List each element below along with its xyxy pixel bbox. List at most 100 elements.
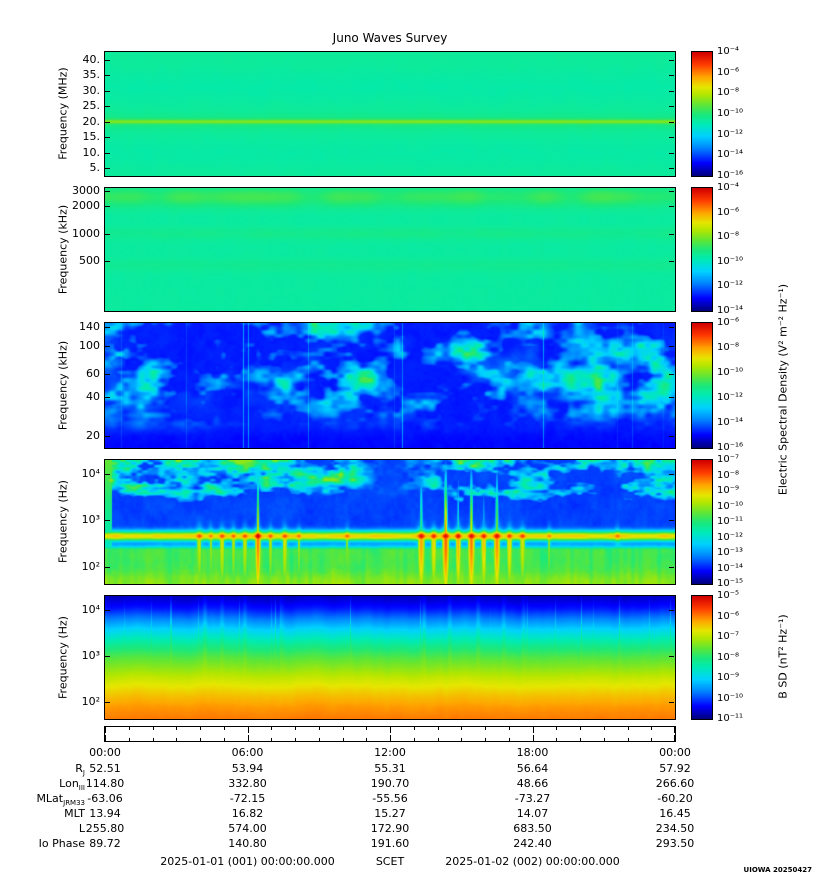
tick-mark xyxy=(152,738,154,741)
colorbar-tick-label: 10⁻¹¹ xyxy=(717,713,744,724)
ephemeris-value: 190.70 xyxy=(370,777,410,790)
tick-mark xyxy=(105,326,110,328)
ephemeris-value: 48.66 xyxy=(516,777,549,790)
colorbar-tick-label: 10⁻⁷ xyxy=(717,454,740,465)
tick-mark xyxy=(105,106,110,108)
ephemeris-value: -60.20 xyxy=(657,792,693,805)
ephemeris-value: 255.80 xyxy=(85,822,125,835)
y-tick-label: 10⁴ xyxy=(81,466,100,480)
tick-mark xyxy=(674,727,675,733)
colorbar-gradient xyxy=(692,323,712,448)
tick-mark xyxy=(105,609,110,611)
ephemeris-value: 191.60 xyxy=(370,837,410,850)
tick-mark xyxy=(105,702,110,704)
tick-mark xyxy=(105,75,110,77)
ephemeris-value: 16.45 xyxy=(659,807,691,820)
y-tick-label: 15. xyxy=(82,130,101,144)
colorbar-tick-label: 10⁻¹⁶ xyxy=(717,442,744,453)
tick-mark xyxy=(669,655,674,657)
ephemeris-value: 293.50 xyxy=(655,837,695,850)
colorbar-tick-label: 10⁻¹⁵ xyxy=(717,578,744,589)
tick-mark xyxy=(105,727,106,733)
tick-mark xyxy=(105,190,110,192)
tick-mark xyxy=(485,727,486,730)
ephemeris-label-text: MLT xyxy=(64,807,85,820)
tick-mark xyxy=(105,655,110,657)
colorbar-tick-label: 10⁻¹⁰ xyxy=(717,500,744,512)
y-tick-label: 10² xyxy=(81,695,100,709)
tick-mark xyxy=(669,345,674,347)
spectrogram-canvas-b_hz xyxy=(105,596,675,719)
colorbar-tick-label: 10⁻¹⁰ xyxy=(717,692,744,704)
tick-mark xyxy=(669,520,674,522)
tick-mark xyxy=(669,152,674,154)
ephemeris-value: 332.80 xyxy=(228,777,267,790)
y-tick-label: 140 xyxy=(79,319,100,333)
ephemeris-row-label: MLatJRM33 xyxy=(0,792,85,807)
tick-mark xyxy=(128,738,130,741)
tick-mark xyxy=(390,735,391,741)
colorbar-tick-label: 10⁻⁴ xyxy=(717,182,740,193)
figure-title: Juno Waves Survey xyxy=(332,31,448,45)
ephemeris-value: 114.80 xyxy=(85,777,125,790)
y-tick-label: 40 xyxy=(86,389,100,403)
spectrogram-canvas-e_mhz xyxy=(105,52,675,176)
spectrogram-panel-e_mhz xyxy=(104,51,676,177)
tick-mark xyxy=(508,738,510,741)
colorbar-tick-label: 10⁻¹⁰ xyxy=(717,367,744,378)
ephemeris-value: 683.50 xyxy=(513,822,552,835)
tick-mark xyxy=(532,727,534,733)
magnetic-spectral-density-axis-label: B SD (nT² Hz⁻¹) xyxy=(776,614,790,699)
tick-mark xyxy=(669,435,674,437)
colorbar-tick-label: 10⁻⁵ xyxy=(717,590,740,601)
colorbar-tick-label: 10⁻⁸ xyxy=(717,651,740,663)
tick-mark xyxy=(580,727,581,730)
ephemeris-value: -73.27 xyxy=(514,792,551,805)
tick-mark xyxy=(271,738,273,741)
colorbar-tick-label: 10⁻¹³ xyxy=(717,547,744,558)
y-tick-label: 10² xyxy=(81,559,100,573)
tick-mark xyxy=(105,396,110,398)
colorbar-tick-label: 10⁻¹⁰ xyxy=(717,255,744,267)
tick-mark xyxy=(669,566,674,568)
colorbar-tick-label: 10⁻⁹ xyxy=(717,672,740,683)
colorbar-tick-label: 10⁻¹⁰ xyxy=(717,108,744,119)
ephemeris-value: 15.27 xyxy=(374,807,406,820)
tick-mark xyxy=(105,566,110,568)
tick-mark xyxy=(669,137,674,139)
y-tick-label: 40. xyxy=(82,52,101,66)
time-tick-label: 00:00 xyxy=(659,746,691,759)
ephemeris-value: 89.72 xyxy=(89,837,121,850)
tick-mark xyxy=(318,738,320,741)
colorbar-tick-label: 10⁻¹⁴ xyxy=(717,562,744,574)
ephemeris-value: 56.64 xyxy=(516,762,549,775)
spectrogram-panel-e_khz_low xyxy=(104,322,676,449)
time-tick-label: 18:00 xyxy=(516,746,549,759)
tick-mark xyxy=(295,727,296,730)
colorbar-tick-label: 10⁻¹⁶ xyxy=(717,170,744,181)
colorbar-tick-label: 10⁻⁶ xyxy=(717,206,740,218)
colorbar-gradient xyxy=(692,52,712,176)
tick-mark xyxy=(105,121,110,123)
colorbar-tick-label: 10⁻⁸ xyxy=(717,342,740,353)
tick-mark xyxy=(342,727,344,730)
y-tick-label: 10³ xyxy=(81,648,100,662)
tick-mark xyxy=(627,727,629,730)
tick-mark xyxy=(223,727,225,730)
start-time-label: 2025-01-01 (001) 00:00:00.000 xyxy=(160,855,335,868)
colorbar-tick-label: 10⁻¹⁴ xyxy=(717,305,744,316)
ephemeris-value: -72.15 xyxy=(229,792,266,805)
ephemeris-row-label: MLT xyxy=(0,807,85,820)
tick-mark xyxy=(152,727,154,730)
ephemeris-value: -63.06 xyxy=(87,792,123,805)
spectrogram-panel-b_hz xyxy=(104,595,676,720)
tick-mark xyxy=(627,738,629,741)
tick-mark xyxy=(580,738,581,741)
colorbar-gradient xyxy=(692,188,712,311)
ephemeris-value: 52.51 xyxy=(89,762,121,775)
tick-mark xyxy=(105,735,106,741)
tick-mark xyxy=(105,435,110,437)
colorbar-tick-label: 10⁻⁶ xyxy=(717,610,740,622)
tick-mark xyxy=(508,727,510,730)
ephemeris-value: 172.90 xyxy=(370,822,410,835)
